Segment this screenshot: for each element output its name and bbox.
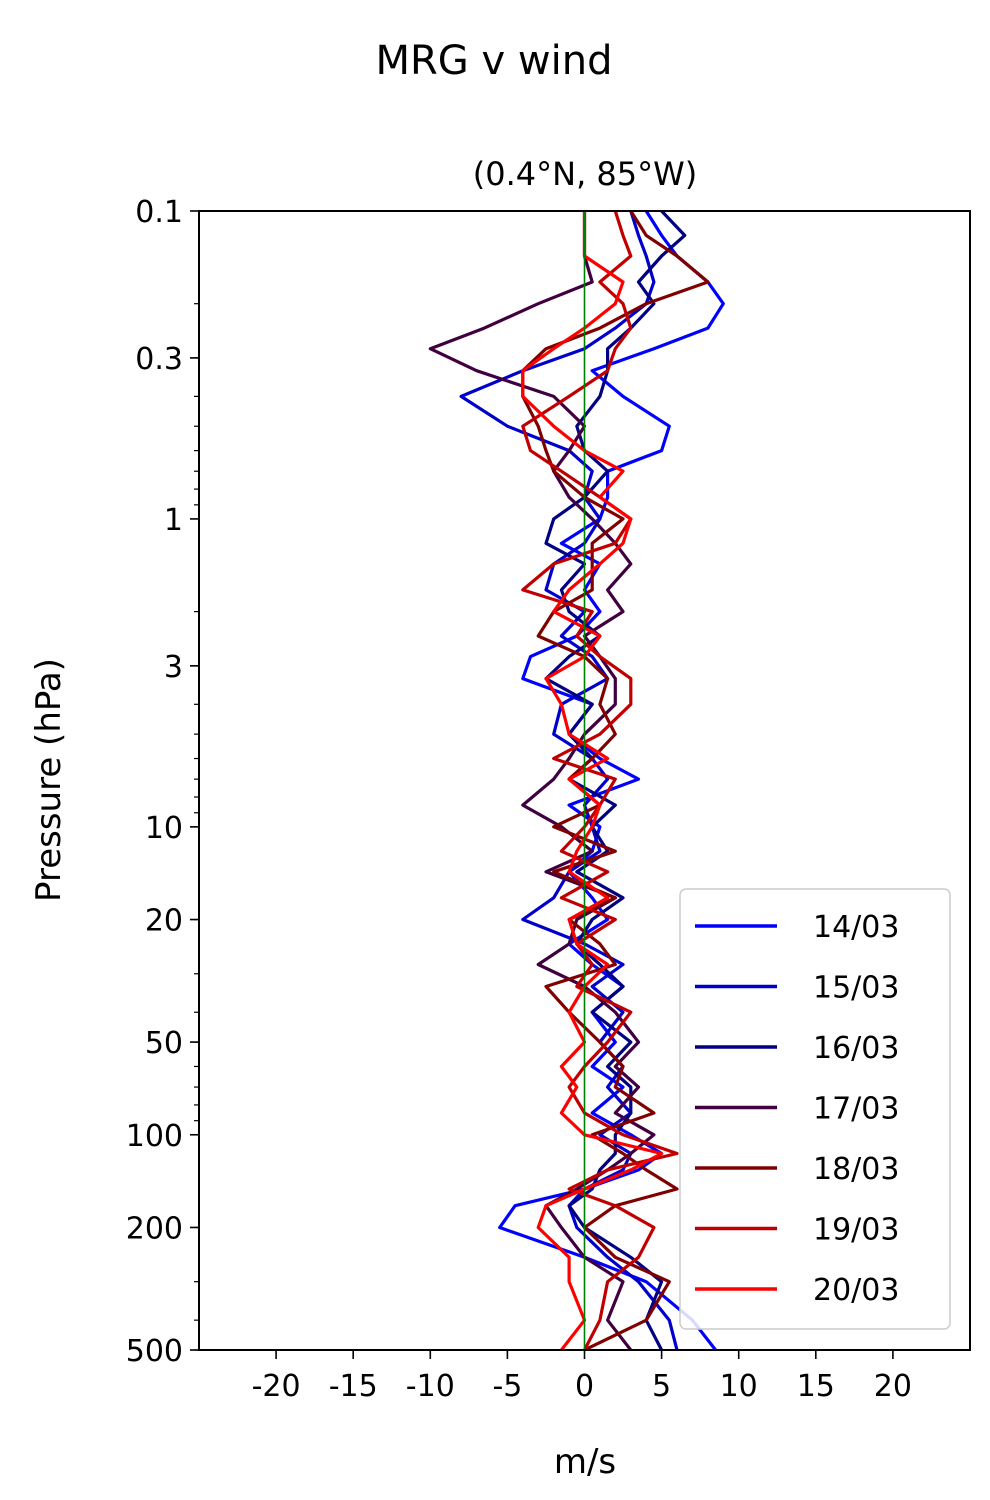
chart-title: MRG v wind	[376, 38, 613, 84]
legend-label: 19/03	[813, 1213, 899, 1248]
x-tick-label: -5	[492, 1369, 522, 1404]
x-tick-label: -15	[329, 1369, 378, 1404]
chart-subtitle: (0.4°N, 85°W)	[473, 155, 698, 193]
y-tick-label: 500	[126, 1334, 183, 1369]
y-axis: 0.1 0.3 1 3 10 20 50 100 200 500	[126, 195, 199, 1369]
y-tick-label: 200	[126, 1211, 183, 1246]
series-line-17-03	[428, 211, 656, 1350]
series-group	[428, 211, 725, 1350]
x-tick-label: 5	[652, 1369, 671, 1404]
y-tick-label: 100	[126, 1119, 183, 1154]
legend-label: 18/03	[813, 1152, 899, 1187]
x-tick-label: 15	[797, 1369, 835, 1404]
x-tick-label: -20	[252, 1369, 301, 1404]
x-tick-label: 20	[874, 1369, 912, 1404]
y-tick-label: 20	[145, 904, 183, 939]
series-line-20-03	[521, 211, 664, 1350]
legend-label: 20/03	[813, 1273, 899, 1308]
legend: 14/03 15/03 16/03 17/03 18/03 19/03 20/03	[679, 888, 951, 1330]
legend-label: 17/03	[813, 1092, 899, 1127]
y-axis-label: Pressure (hPa)	[29, 658, 69, 902]
y-tick-label: 3	[164, 650, 183, 685]
plot-area	[428, 211, 725, 1350]
y-tick-label: 50	[145, 1026, 183, 1061]
x-tick-label: 10	[720, 1369, 758, 1404]
x-tick-label: 0	[575, 1369, 594, 1404]
y-tick-label: 10	[145, 811, 183, 846]
x-tick-label: -10	[406, 1369, 455, 1404]
legend-label: 16/03	[813, 1031, 899, 1066]
series-line-19-03	[521, 211, 679, 1350]
x-axis-label: m/s	[554, 1442, 616, 1482]
legend-label: 14/03	[813, 910, 899, 945]
y-tick-label: 0.1	[135, 195, 183, 230]
x-axis: -20 -15 -10 -5 0 5 10 15 20	[252, 1350, 912, 1404]
y-tick-label: 1	[164, 503, 183, 538]
legend-label: 15/03	[813, 971, 899, 1006]
legend-box	[679, 888, 951, 1330]
y-tick-label: 0.3	[135, 342, 183, 377]
